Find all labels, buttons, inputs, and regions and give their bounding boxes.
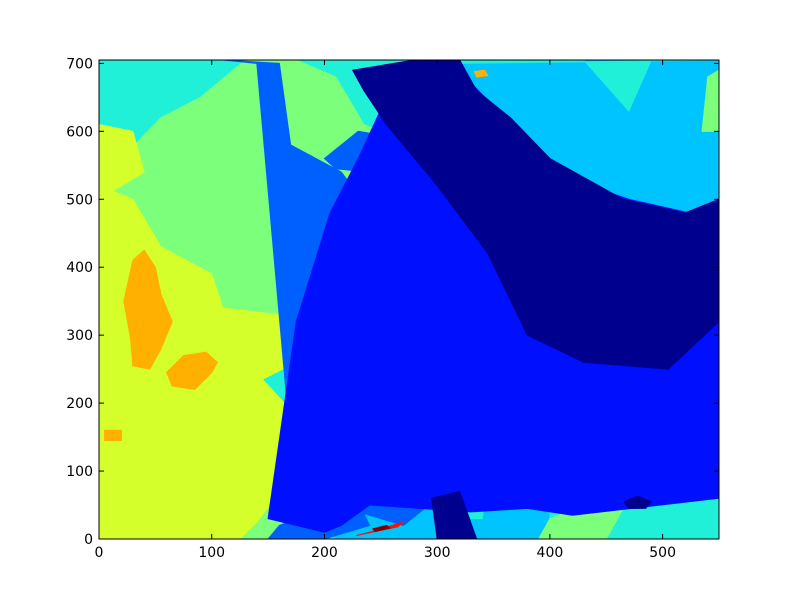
y-tick-label: 0 bbox=[84, 532, 93, 548]
y-tick-label: 500 bbox=[66, 192, 93, 208]
x-tick-label: 400 bbox=[537, 545, 564, 561]
y-tick-label: 100 bbox=[66, 464, 93, 480]
y-tick-label: 200 bbox=[66, 396, 93, 412]
x-tick-label: 100 bbox=[198, 545, 225, 561]
heatmap-region-level-1 bbox=[623, 495, 653, 509]
y-tick-label: 300 bbox=[66, 328, 93, 344]
x-tick-label: 200 bbox=[311, 545, 338, 561]
heatmap-region-level-7 bbox=[99, 124, 145, 200]
x-tick-label: 300 bbox=[424, 545, 451, 561]
heatmap-region-level-8 bbox=[104, 429, 123, 441]
x-tick-label: 500 bbox=[649, 545, 676, 561]
heatmap-region-level-8 bbox=[123, 249, 173, 370]
heatmap-region-level-8 bbox=[473, 69, 489, 78]
plot-frame bbox=[98, 59, 720, 540]
heatmap-region-level-1 bbox=[430, 490, 478, 539]
y-tick-label: 700 bbox=[66, 56, 93, 72]
y-axis: 0 100 200 300 400 500 600 700 bbox=[66, 56, 719, 548]
x-axis: 0 100 200 300 400 500 bbox=[95, 60, 676, 561]
heatmap-region-level-1 bbox=[351, 60, 719, 370]
heatmap-region-level-10 bbox=[372, 524, 391, 533]
plot-area bbox=[99, 60, 719, 539]
heatmap-region-level-8 bbox=[166, 351, 218, 391]
heatmap-region-level-2 bbox=[267, 60, 719, 533]
x-tick-label: 0 bbox=[95, 545, 104, 561]
heatmap-region-level-6 bbox=[701, 69, 719, 132]
y-tick-label: 600 bbox=[66, 124, 93, 140]
y-tick-label: 400 bbox=[66, 260, 93, 276]
